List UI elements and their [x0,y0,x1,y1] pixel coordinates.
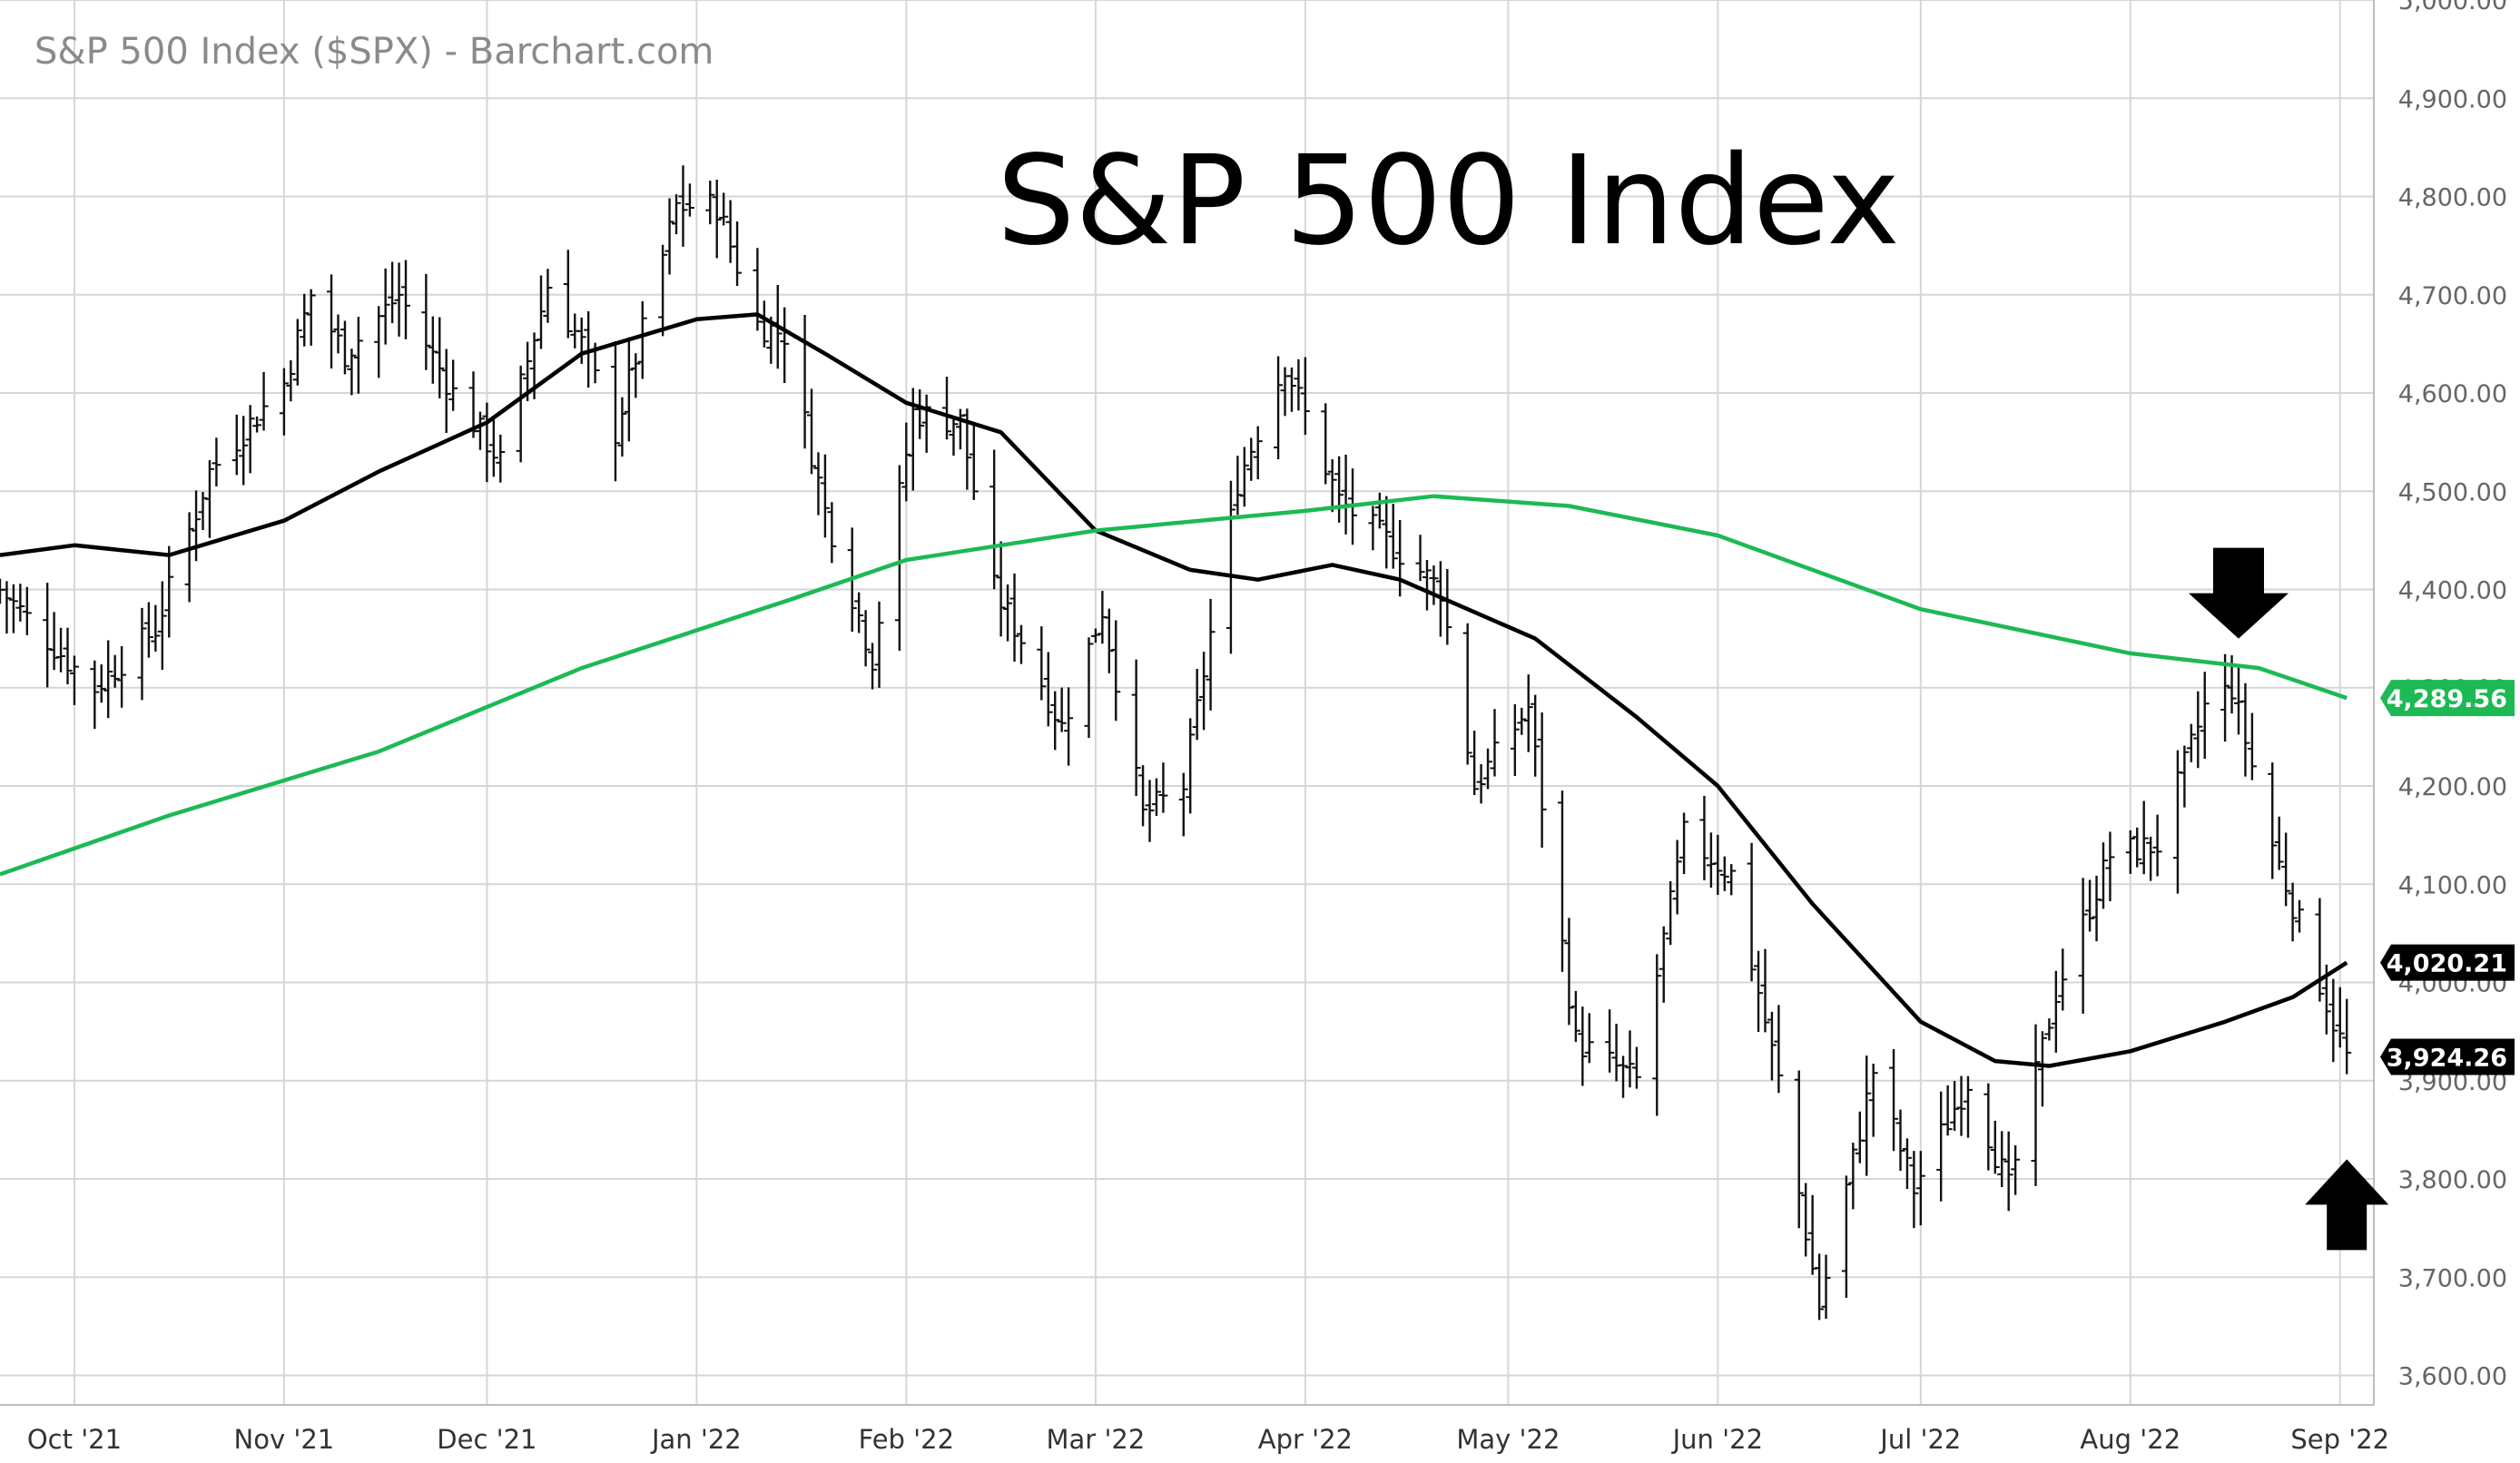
value-tag-label: 4,289.56 [2387,685,2507,713]
price-bars [0,165,2352,1321]
y-tick-label: 5,000.00 [2398,0,2507,15]
value-tag [2380,1038,2515,1075]
x-tick-label: Oct '21 [27,1424,122,1455]
y-tick-label: 4,700.00 [2398,282,2507,310]
moving-average-line-black [0,312,2348,1068]
x-tick-label: Sep '22 [2290,1424,2389,1455]
x-tick-label: May '22 [1456,1424,1560,1455]
y-tick-label: 3,700.00 [2398,1264,2507,1292]
x-tick-label: Jun '22 [1671,1424,1763,1455]
x-tick-label: Jul '22 [1878,1424,1961,1455]
annotations [2188,547,2389,1251]
x-tick-label: Mar '22 [1047,1424,1146,1455]
y-tick-label: 3,800.00 [2398,1166,2507,1194]
x-tick-label: Feb '22 [859,1424,954,1455]
x-tick-label: Aug '22 [2080,1424,2180,1455]
y-tick-label: 4,800.00 [2398,184,2507,212]
value-tag [2380,944,2515,981]
y-tick-label: 4,200.00 [2398,773,2507,801]
y-tick-label: 4,100.00 [2398,871,2507,899]
value-tag-label: 4,020.21 [2387,950,2507,978]
y-tick-label: 4,400.00 [2398,577,2507,605]
source-label: S&P 500 Index ($SPX) - Barchart.com [34,31,714,73]
up-arrow-icon [2305,1159,2389,1251]
down-arrow-icon [2188,547,2289,639]
x-tick-label: Apr '22 [1258,1424,1353,1455]
x-tick-label: Dec '21 [437,1424,536,1455]
moving-average-lines [0,312,2348,1068]
x-tick-label: Nov '21 [234,1424,335,1455]
y-tick-label: 4,600.00 [2398,380,2507,408]
moving-average-line-green [0,494,2348,877]
value-tag-label: 3,924.26 [2387,1045,2507,1073]
chart-title: S&P 500 Index [997,130,1900,273]
y-tick-label: 4,900.00 [2398,85,2507,113]
y-tick-label: 4,500.00 [2398,478,2507,506]
value-tag [2380,680,2515,717]
y-tick-label: 3,600.00 [2398,1363,2507,1391]
value-tags: 4,289.56 4,020.21 3,924.26 [2380,680,2515,1075]
x-tick-label: Jan '22 [650,1424,742,1455]
